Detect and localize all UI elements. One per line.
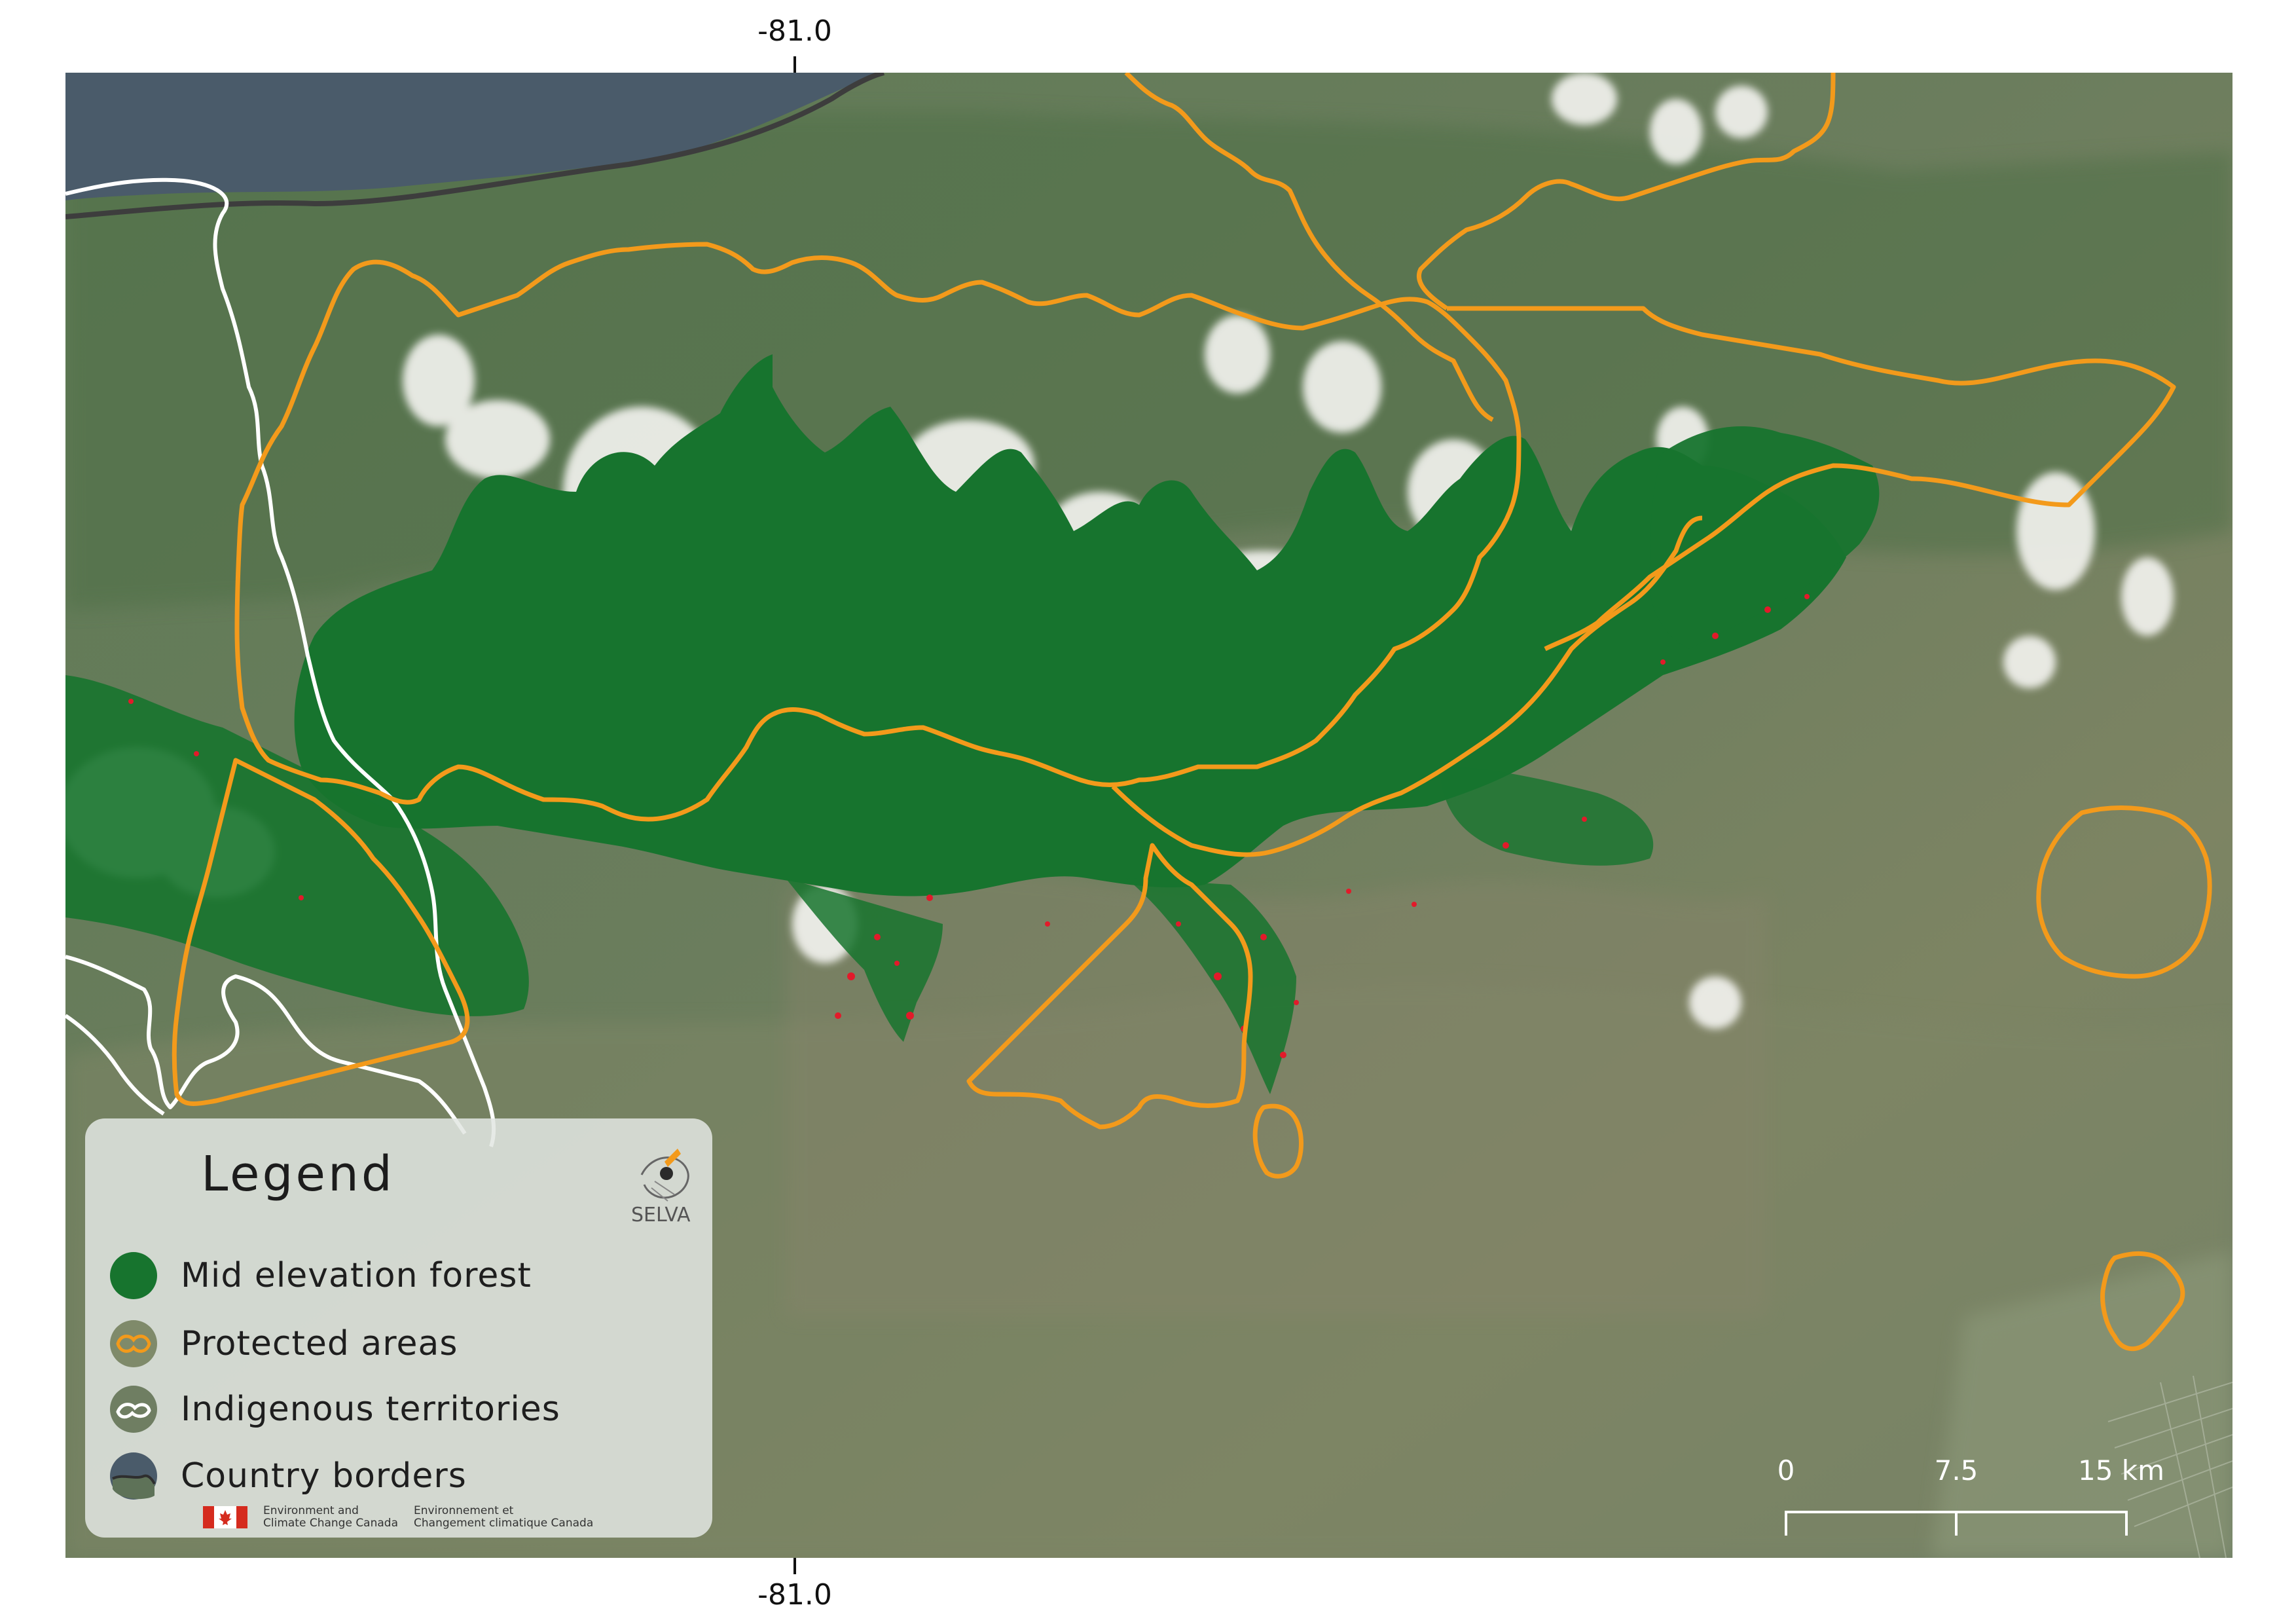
legend-panel: Legend SELVA Mid elevation forest Protec… bbox=[85, 1118, 712, 1538]
longitude-label-bottom: -81.0 bbox=[757, 1578, 832, 1612]
scale-tick-end bbox=[2125, 1511, 2128, 1536]
eccc-en-line1: Environment and bbox=[263, 1504, 359, 1517]
selva-logo-icon bbox=[640, 1149, 689, 1202]
map-canvas[interactable]: 0 7.5 15 km bbox=[65, 73, 2232, 1558]
legend-label-protected-areas: Protected areas bbox=[181, 1324, 458, 1363]
indigenous-territory-outline-icon bbox=[110, 1386, 157, 1433]
legend-title: Legend bbox=[201, 1146, 395, 1202]
legend-item-indigenous: Indigenous territories bbox=[107, 1383, 560, 1435]
scale-label-15km: 15 km bbox=[2077, 1454, 2165, 1486]
protected-area-outlines bbox=[172, 73, 2212, 1352]
forest-swatch-icon bbox=[110, 1252, 157, 1299]
legend-item-protected-areas: Protected areas bbox=[107, 1318, 458, 1370]
map-svg bbox=[65, 73, 2232, 1558]
scale-tick-mid bbox=[1955, 1511, 1958, 1536]
hill-area bbox=[786, 868, 1768, 1317]
eccc-en-line2: Climate Change Canada bbox=[263, 1517, 399, 1530]
legend-label-forest: Mid elevation forest bbox=[181, 1256, 532, 1295]
scale-label-7-5: 7.5 bbox=[1934, 1454, 1978, 1486]
legend-label-indigenous: Indigenous territories bbox=[181, 1390, 560, 1429]
selva-logo-text: SELVA bbox=[631, 1204, 691, 1227]
eccc-fr-line2: Changement climatique Canada bbox=[414, 1517, 594, 1530]
country-border-line bbox=[65, 73, 885, 219]
country-border-line-icon bbox=[110, 1452, 157, 1500]
longitude-tick-bottom bbox=[793, 1558, 796, 1574]
farmland-area bbox=[1931, 1251, 2232, 1558]
eccc-fr-line1: Environnement et bbox=[414, 1504, 514, 1517]
eccc-english: Environment and Climate Change Canada bbox=[263, 1505, 398, 1530]
canada-flag-icon bbox=[203, 1506, 247, 1528]
sea-area bbox=[65, 73, 877, 200]
scale-tick-0 bbox=[1785, 1511, 1787, 1536]
protected-area-outline-icon bbox=[110, 1320, 157, 1367]
farmland-grid bbox=[2107, 1375, 2232, 1558]
legend-item-forest: Mid elevation forest bbox=[107, 1249, 532, 1302]
scale-bar: 0 7.5 15 km bbox=[1777, 1454, 2164, 1540]
scale-label-0: 0 bbox=[1777, 1454, 1795, 1486]
indigenous-territory-outlines bbox=[65, 177, 496, 1147]
eccc-french: Environnement et Changement climatique C… bbox=[414, 1505, 593, 1530]
legend-item-country-borders: Country borders bbox=[107, 1450, 467, 1502]
legend-label-country-borders: Country borders bbox=[181, 1456, 467, 1496]
eccc-wordmark: Environment and Climate Change Canada En… bbox=[203, 1505, 593, 1530]
longitude-label-top: -81.0 bbox=[757, 14, 832, 48]
longitude-tick-top bbox=[793, 56, 796, 73]
